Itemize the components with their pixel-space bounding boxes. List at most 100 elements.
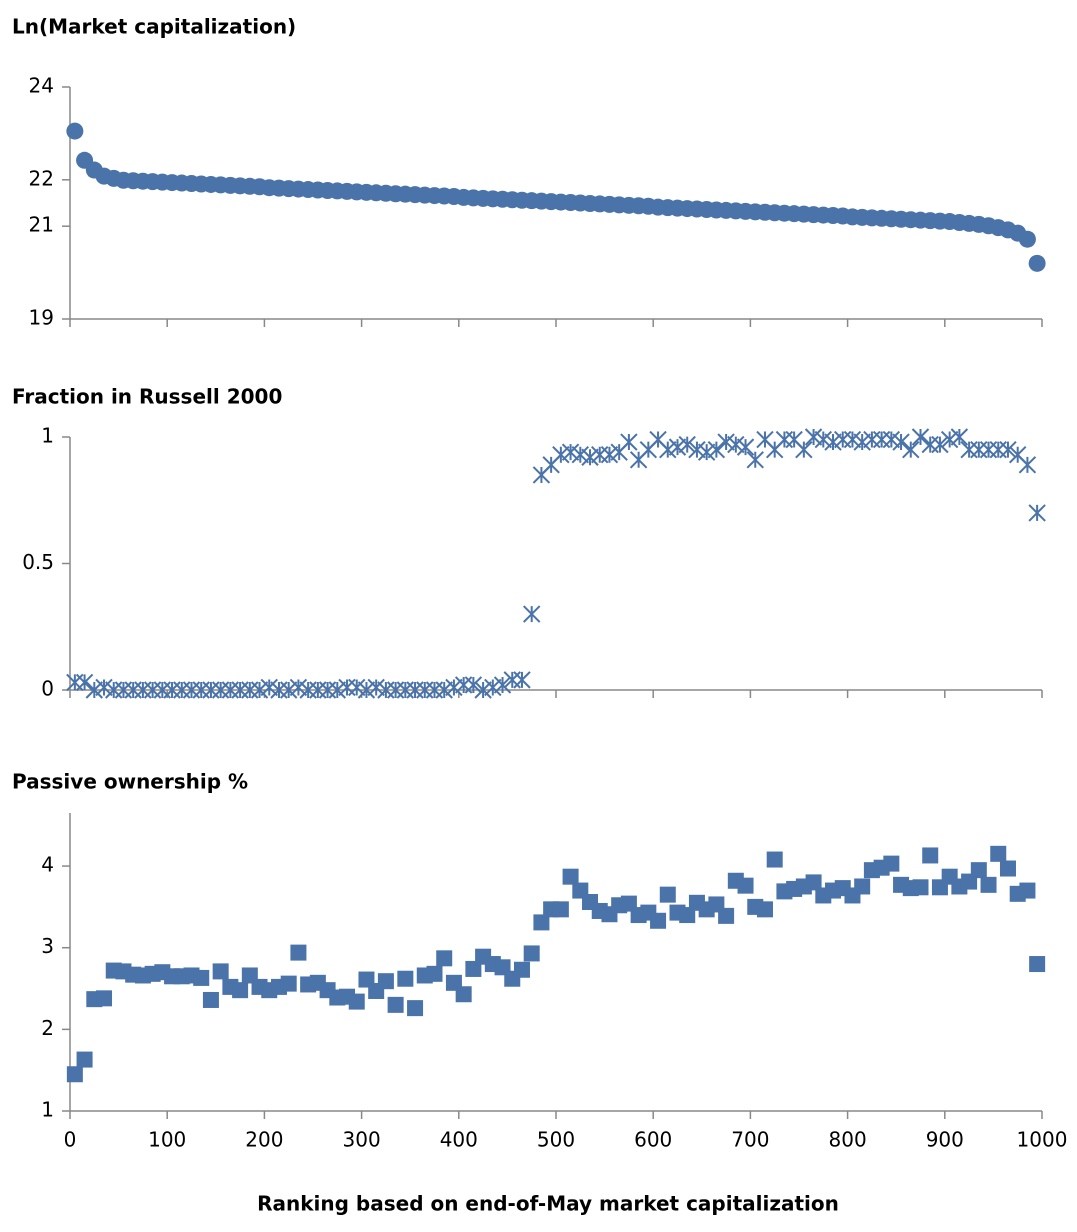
- x-tick-label: 100: [148, 1128, 186, 1152]
- point: [688, 440, 706, 459]
- point: [697, 443, 716, 461]
- point: [678, 435, 696, 454]
- point: [940, 430, 959, 449]
- point: [911, 428, 930, 446]
- point: [280, 975, 297, 992]
- point: [484, 678, 502, 697]
- point: [979, 440, 998, 459]
- point: [561, 443, 580, 461]
- point: [377, 973, 394, 990]
- point: [922, 847, 939, 864]
- point: [513, 961, 530, 978]
- point: [250, 681, 269, 699]
- point: [193, 969, 210, 986]
- point: [707, 440, 726, 459]
- point: [591, 446, 609, 464]
- point: [513, 671, 531, 689]
- point: [650, 912, 667, 929]
- point: [775, 430, 794, 449]
- point: [571, 446, 590, 464]
- point: [445, 678, 463, 697]
- point: [912, 879, 929, 896]
- point: [931, 435, 949, 454]
- point: [1028, 254, 1046, 272]
- point: [659, 440, 677, 459]
- point: [279, 681, 298, 699]
- point: [533, 914, 550, 931]
- point: [290, 944, 307, 961]
- x-tick-label: 800: [829, 1128, 867, 1152]
- x-tick-label: 900: [926, 1128, 964, 1152]
- y-tick-label: 3: [41, 934, 54, 958]
- point: [883, 855, 900, 872]
- point: [436, 950, 453, 967]
- point: [989, 440, 1007, 459]
- point: [843, 430, 862, 449]
- point: [834, 430, 852, 449]
- point: [75, 673, 94, 692]
- point: [736, 438, 755, 456]
- point: [435, 681, 453, 699]
- point: [95, 678, 113, 697]
- point: [970, 440, 988, 459]
- x-tick-label: 0: [64, 1128, 77, 1152]
- point: [679, 907, 696, 924]
- point: [85, 681, 104, 699]
- y-tick-label: 0: [41, 677, 54, 701]
- point: [465, 960, 482, 977]
- point: [717, 433, 735, 451]
- point: [562, 868, 579, 885]
- point: [367, 678, 385, 697]
- point: [902, 440, 920, 459]
- y-tick-label: 24: [29, 74, 54, 98]
- y-tick-label: 2: [41, 1016, 54, 1040]
- y-tick-label: 4: [41, 853, 54, 877]
- y-tick-label: 19: [29, 306, 54, 330]
- point: [1018, 456, 1037, 474]
- point: [824, 433, 842, 451]
- point: [212, 963, 229, 980]
- point: [853, 433, 871, 451]
- point: [66, 1066, 83, 1083]
- x-tick-label: 400: [440, 1128, 478, 1152]
- point: [232, 982, 249, 999]
- point: [523, 945, 540, 962]
- x-tick-label: 1000: [1017, 1128, 1068, 1152]
- point: [397, 970, 414, 987]
- x-tick-label: 700: [731, 1128, 769, 1152]
- point: [795, 440, 813, 459]
- point: [202, 991, 219, 1008]
- point: [328, 681, 347, 699]
- point: [289, 678, 308, 697]
- point: [737, 877, 754, 894]
- point: [66, 122, 84, 140]
- point: [581, 448, 599, 466]
- panel-title: Passive ownership %: [12, 770, 248, 794]
- point: [960, 440, 978, 459]
- point: [600, 446, 619, 464]
- point: [727, 435, 745, 454]
- point: [493, 676, 512, 694]
- point: [522, 605, 541, 623]
- x-tick-label: 500: [537, 1128, 575, 1152]
- point: [552, 901, 569, 918]
- point: [980, 876, 997, 893]
- x-axis-title: Ranking based on end-of-May market capit…: [257, 1192, 839, 1216]
- point: [455, 986, 472, 1003]
- y-tick-label: 21: [29, 213, 54, 237]
- y-tick-label: 22: [29, 166, 54, 190]
- point: [96, 990, 113, 1007]
- point: [892, 433, 910, 451]
- point: [1029, 956, 1046, 973]
- point: [746, 451, 764, 469]
- y-tick-label: 0.5: [22, 550, 54, 574]
- point: [659, 886, 676, 903]
- point: [1019, 882, 1036, 899]
- x-tick-label: 200: [245, 1128, 283, 1152]
- y-tick-label: 1: [41, 424, 54, 448]
- point: [718, 907, 735, 924]
- point: [804, 428, 823, 446]
- point: [872, 430, 891, 449]
